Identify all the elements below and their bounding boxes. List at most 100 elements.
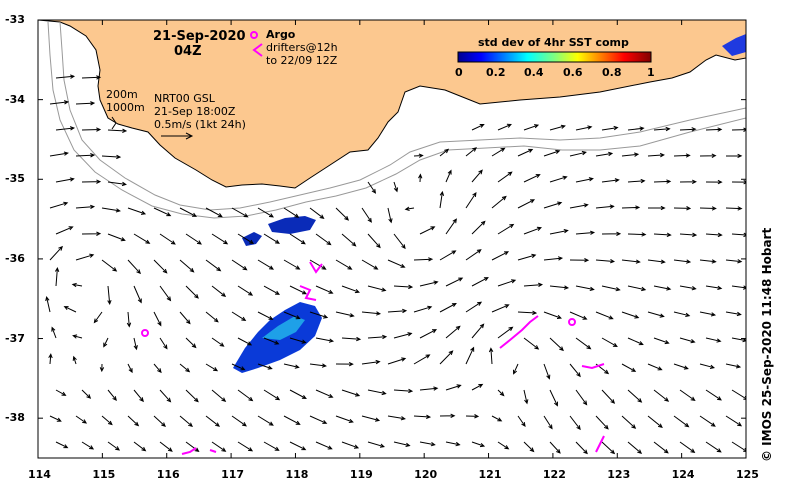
current-arrow xyxy=(439,148,450,157)
current-arrow xyxy=(731,127,746,132)
current-arrow xyxy=(335,311,355,318)
axis-ticks xyxy=(37,19,747,458)
argo-floats xyxy=(141,31,576,337)
current-arrow xyxy=(543,201,563,209)
current-arrow xyxy=(673,311,691,317)
x-tick-label: 122 xyxy=(542,468,566,481)
current-arrow xyxy=(679,179,697,185)
current-arrow xyxy=(471,124,485,131)
current-arrow xyxy=(101,415,113,426)
current-arrow xyxy=(471,277,489,287)
current-arrow xyxy=(361,207,372,223)
current-arrow xyxy=(133,389,144,403)
current-arrow xyxy=(341,336,362,342)
current-arrow xyxy=(679,337,696,344)
current-arrow xyxy=(387,207,393,224)
current-arrow xyxy=(471,169,483,183)
current-arrow xyxy=(387,259,406,268)
current-arrow xyxy=(549,124,566,131)
current-arrow xyxy=(107,128,128,134)
current-arrow xyxy=(237,233,255,245)
current-arrow xyxy=(81,389,92,399)
current-arrow xyxy=(101,207,121,213)
current-arrow xyxy=(103,337,109,348)
current-arrow xyxy=(211,233,229,245)
x-tick-label: 121 xyxy=(478,468,502,481)
current-arrow xyxy=(55,74,76,79)
colorbar-tick-0: 0 xyxy=(455,66,463,79)
current-arrow xyxy=(231,363,246,371)
current-arrow xyxy=(257,259,275,270)
sst-stddev-patches xyxy=(233,34,746,373)
current-arrow xyxy=(627,441,643,454)
current-arrow xyxy=(231,415,247,427)
current-arrow xyxy=(81,441,95,450)
current-arrow xyxy=(491,415,503,422)
colorbar xyxy=(457,51,652,63)
current-arrow xyxy=(725,206,743,211)
contour-legend-1000m: 1000m xyxy=(106,101,145,114)
argo-float-1 xyxy=(141,329,149,337)
current-arrow xyxy=(289,337,307,344)
current-arrow xyxy=(699,415,716,427)
current-arrow xyxy=(263,337,280,345)
current-arrow xyxy=(81,231,102,236)
current-arrow xyxy=(413,305,433,313)
current-arrow xyxy=(153,363,162,374)
current-arrow xyxy=(471,383,484,391)
current-arrow xyxy=(673,206,692,211)
current-arrow xyxy=(523,441,535,453)
current-arrow xyxy=(445,218,457,235)
current-arrow xyxy=(699,206,717,211)
current-arrow xyxy=(595,311,614,320)
current-arrow xyxy=(627,178,646,184)
current-arrow xyxy=(575,337,592,350)
current-arrow xyxy=(725,311,742,317)
current-arrow xyxy=(513,363,519,375)
current-arrow xyxy=(523,389,529,405)
current-arrow xyxy=(471,220,486,235)
current-arrow xyxy=(569,150,587,157)
current-arrow xyxy=(679,285,697,291)
current-arrow xyxy=(185,337,197,349)
current-arrow xyxy=(205,311,219,323)
x-tick-label: 118 xyxy=(285,468,309,481)
current-arrow xyxy=(653,179,672,184)
y-tick-label: -34 xyxy=(5,92,25,106)
current-arrow xyxy=(315,441,333,450)
current-arrow xyxy=(133,285,142,304)
current-arrow xyxy=(393,332,413,339)
scale-arrow xyxy=(161,132,194,140)
drifter-track-c xyxy=(499,315,539,349)
current-arrow xyxy=(289,285,308,295)
current-arrow xyxy=(413,354,431,365)
current-arrow xyxy=(361,415,381,422)
current-arrow xyxy=(231,207,249,218)
current-arrow xyxy=(549,441,561,454)
credit-text: © IMOS 25-Sep-2020 11:48 Hobart xyxy=(760,227,774,462)
current-arrow xyxy=(627,285,647,292)
current-arrow xyxy=(153,415,166,427)
current-arrow xyxy=(63,306,77,313)
current-arrow xyxy=(517,199,536,209)
current-arrow xyxy=(488,347,494,365)
current-arrow xyxy=(523,282,544,288)
current-arrow xyxy=(289,389,307,400)
current-arrow xyxy=(159,389,172,403)
current-arrow xyxy=(575,177,594,183)
current-arrow xyxy=(367,389,387,396)
current-arrow xyxy=(159,233,176,245)
current-arrow xyxy=(491,304,510,313)
current-arrow xyxy=(211,441,227,452)
current-arrow xyxy=(439,302,457,313)
current-arrow xyxy=(127,259,141,275)
current-arrow xyxy=(419,280,439,287)
x-tick-label: 124 xyxy=(671,468,695,481)
current-arrow xyxy=(673,415,690,428)
current-arrow xyxy=(627,126,645,131)
current-arrow xyxy=(491,195,507,209)
current-arrow xyxy=(627,337,644,346)
current-arrow xyxy=(55,126,76,131)
current-arrow xyxy=(699,363,715,369)
